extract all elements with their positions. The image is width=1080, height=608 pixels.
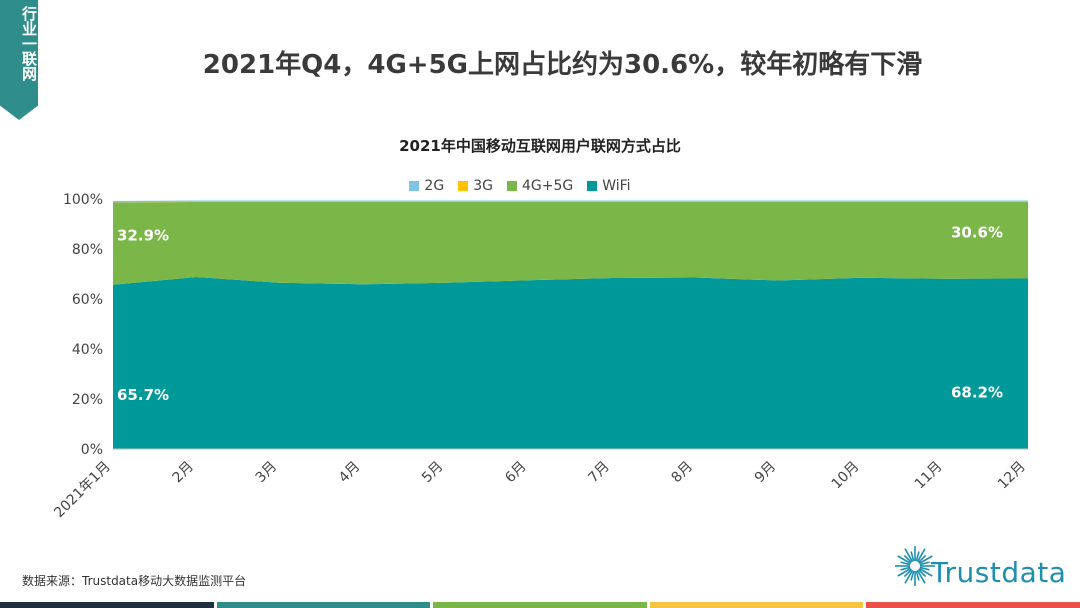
sunburst-ray (915, 570, 920, 581)
sunburst-ray (910, 570, 915, 581)
x-tick-label: 2月 (169, 459, 197, 487)
legend-item: 2G (409, 178, 444, 194)
sunburst-ray (918, 555, 933, 565)
legend-item: 4G+5G (506, 178, 574, 194)
chart-title: 2021年中国移动互联网用户联网方式占比 (399, 137, 681, 155)
area-2g (113, 200, 1028, 203)
logo-wordmark: Trustdata (931, 556, 1067, 589)
x-tick-label: 5月 (419, 459, 447, 487)
data-label: 65.7% (117, 386, 169, 404)
sunburst-ray (917, 554, 927, 564)
x-tick-label: 6月 (502, 459, 530, 487)
sunburst-ray (917, 568, 927, 578)
legend-swatch (587, 181, 598, 191)
sunburst-ray (897, 567, 912, 577)
sunburst-ray (918, 567, 933, 577)
legend-swatch (506, 181, 517, 191)
y-tick-label: 20% (72, 392, 103, 408)
y-tick-label: 100% (63, 192, 103, 208)
x-tick-label: 11月 (912, 459, 946, 493)
legend-item: WiFi (587, 178, 631, 194)
x-tick-label: 10月 (829, 459, 863, 493)
data-label: 68.2% (951, 384, 1003, 402)
legend-label: WiFi (602, 178, 631, 194)
sunburst-ray (916, 548, 926, 563)
footer-color-bar (0, 602, 214, 608)
legend-label: 3G (473, 178, 493, 194)
trustdata-logo: Trustdata (893, 534, 1073, 594)
sunburst-ray (900, 566, 911, 571)
x-tick-label: 12月 (995, 459, 1029, 493)
sunburst-ray (900, 561, 911, 566)
y-tick-label: 40% (72, 342, 103, 358)
data-label: 30.6% (951, 224, 1003, 242)
x-tick-label: 3月 (253, 459, 281, 487)
area-3g (113, 201, 1028, 203)
legend-swatch (458, 181, 469, 191)
x-tick-label: 8月 (669, 459, 697, 487)
section-tag-label: 行业一联网 (20, 6, 38, 81)
x-tick-label: 4月 (336, 459, 364, 487)
area-4g-5g (113, 202, 1028, 285)
sunburst-ray (915, 551, 920, 562)
sunburst-ray (904, 548, 914, 563)
footer-color-bar (433, 602, 647, 608)
sunburst-ray (919, 561, 930, 566)
area-wifi (113, 277, 1028, 449)
sunburst-ray (903, 554, 913, 564)
legend-label: 4G+5G (521, 178, 574, 194)
x-tick-label: 2021年1月 (51, 459, 114, 522)
stacked-area-chart: 0% 20% 40% 60% 80% 100% 2021年1月 2月 3月 4月 5月 6月 7月 8月 9… (51, 192, 1029, 522)
footer-color-bar (216, 602, 431, 608)
sunburst-ray (897, 555, 912, 565)
sunburst-ray (904, 569, 914, 584)
section-tag: 行业一联网 (0, 0, 38, 120)
sunburst-ray (903, 568, 913, 578)
legend-label: 2G (424, 178, 445, 194)
legend-swatch (409, 181, 420, 191)
sunburst-ray (916, 569, 926, 584)
data-label: 32.9% (117, 226, 169, 244)
y-tick-label: 0% (81, 442, 103, 458)
chart-legend: 2G 3G 4G+5G WiFi (0, 178, 1040, 194)
x-tick-label: 7月 (585, 459, 613, 487)
footer-color-bar (866, 602, 1080, 608)
y-tick-label: 80% (72, 242, 103, 258)
slide-headline: 2021年Q4，4G+5G上网占比约为30.6%，较年初略有下滑 (202, 50, 923, 80)
sunburst-ray (919, 566, 930, 571)
x-tick-label: 9月 (752, 459, 780, 487)
sunburst-icon (895, 546, 935, 586)
sunburst-ray (910, 551, 915, 562)
y-tick-label: 60% (72, 292, 103, 308)
data-source-note: 数据来源：Trustdata移动大数据监测平台 (22, 574, 247, 588)
legend-item: 3G (458, 178, 493, 194)
footer-color-bar (649, 602, 864, 608)
footer-color-bars (0, 602, 1080, 608)
